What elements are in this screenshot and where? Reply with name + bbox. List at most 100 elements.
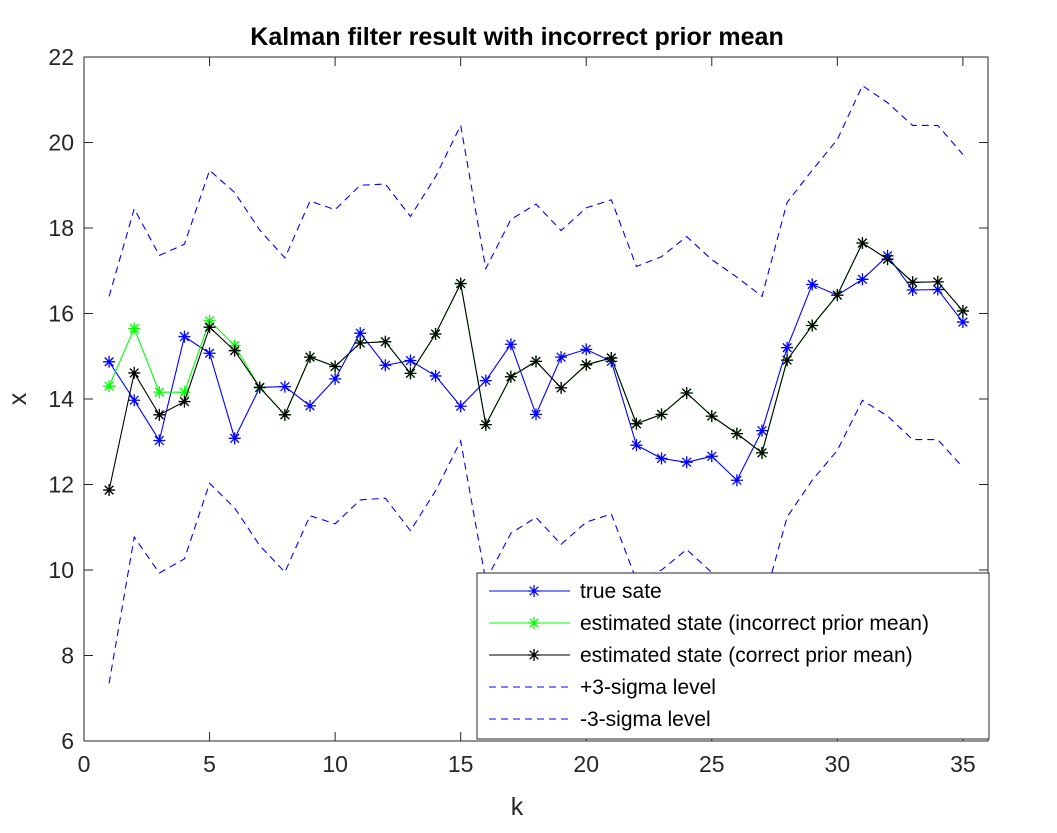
data-point: [153, 434, 166, 447]
marker-shape: [705, 450, 718, 463]
marker-shape: [153, 386, 166, 399]
data-point: [354, 336, 367, 349]
marker-shape: [580, 358, 593, 371]
y-tick-label: 18: [48, 215, 74, 241]
y-tick-label: 10: [48, 557, 74, 583]
x-tick-label: 0: [78, 751, 91, 777]
marker-shape: [931, 275, 944, 288]
legend-label: estimated state (correct prior mean): [580, 644, 913, 667]
data-point: [630, 417, 643, 430]
legend-item: +3-sigma level: [489, 676, 716, 699]
data-point: [153, 386, 166, 399]
data-point: [178, 386, 191, 399]
data-point: [781, 341, 794, 354]
data-point: [178, 395, 191, 408]
legend-label: -3-sigma level: [580, 708, 711, 731]
legend: true sate estimated state (incorrect prio…: [476, 572, 990, 740]
data-point: [806, 278, 819, 291]
marker-shape: [178, 330, 191, 343]
data-point: [379, 335, 392, 348]
marker-shape: [304, 351, 316, 364]
marker-shape: [354, 327, 367, 340]
data-point: [504, 370, 517, 383]
data-point: [630, 439, 643, 452]
data-point: [831, 289, 844, 302]
marker-shape: [128, 394, 141, 407]
marker-shape: [103, 484, 116, 497]
x-axis-ticks: 0 5 10 15 20 25 30 35: [78, 57, 976, 777]
data-point: [178, 330, 191, 343]
x-tick-label: 10: [322, 751, 348, 777]
data-point: [856, 273, 869, 286]
data-point: [128, 322, 141, 335]
marker-shape: [504, 338, 517, 351]
marker-shape: [530, 355, 542, 368]
marker-shape: [404, 367, 417, 380]
legend-item: -3-sigma level: [489, 708, 711, 731]
series-line: [108, 399, 964, 684]
marker-shape: [856, 236, 869, 249]
marker-shape: [806, 278, 819, 291]
marker-shape: [528, 617, 540, 629]
marker-shape: [956, 304, 969, 317]
marker-shape: [730, 427, 743, 440]
y-tick-label: 6: [61, 728, 74, 754]
y-tick-label: 16: [48, 301, 74, 327]
y-tick-label: 22: [48, 44, 74, 70]
legend-item: true sate: [489, 580, 662, 603]
data-point: [504, 338, 517, 351]
x-tick-label: 5: [203, 751, 216, 777]
marker-shape: [881, 253, 894, 266]
marker-shape: [278, 380, 291, 393]
marker-shape: [781, 354, 794, 367]
data-point: [379, 359, 392, 372]
data-point: [329, 372, 342, 385]
marker-shape: [504, 370, 517, 383]
data-point: [128, 366, 141, 379]
legend-item: estimated state (incorrect prior mean): [489, 612, 929, 635]
marker-shape: [128, 366, 141, 379]
marker-shape: [253, 381, 266, 394]
y-tick-label: 20: [48, 130, 74, 156]
data-point: [906, 283, 919, 296]
data-point: [655, 408, 668, 421]
marker-shape: [354, 336, 367, 349]
marker-shape: [906, 283, 919, 296]
legend-marker: [528, 617, 540, 629]
data-point: [103, 355, 116, 368]
x-tick-label: 25: [699, 751, 725, 777]
x-axis-label: k: [511, 793, 524, 821]
y-tick-label: 12: [48, 472, 74, 498]
data-point: [454, 277, 467, 290]
marker-shape: [278, 408, 291, 421]
data-point: [479, 374, 492, 387]
data-point: [304, 351, 316, 364]
legend-label: +3-sigma level: [580, 676, 716, 699]
data-point: [605, 351, 618, 364]
data-point: [153, 408, 166, 421]
y-axis-label: x: [4, 392, 32, 405]
series-4: [108, 84, 964, 298]
data-point: [705, 450, 718, 463]
marker-shape: [228, 344, 241, 357]
marker-shape: [956, 316, 969, 329]
series-line: [108, 84, 964, 298]
marker-shape: [705, 410, 718, 423]
data-point: [354, 327, 367, 340]
marker-shape: [730, 474, 743, 487]
data-point: [580, 343, 593, 356]
marker-shape: [429, 328, 442, 341]
marker-shape: [379, 335, 392, 348]
data-point: [906, 276, 919, 289]
marker-shape: [153, 434, 166, 447]
plot-area: 0 5 10 15 20 25 30 35 6 8 10 12 14 16 18 20 22: [48, 44, 989, 777]
data-point: [705, 410, 718, 423]
marker-shape: [178, 395, 191, 408]
data-point: [956, 316, 969, 329]
data-point: [103, 380, 116, 393]
marker-shape: [404, 354, 417, 367]
data-point: [228, 432, 241, 445]
data-point: [806, 319, 819, 332]
data-point: [203, 347, 216, 360]
